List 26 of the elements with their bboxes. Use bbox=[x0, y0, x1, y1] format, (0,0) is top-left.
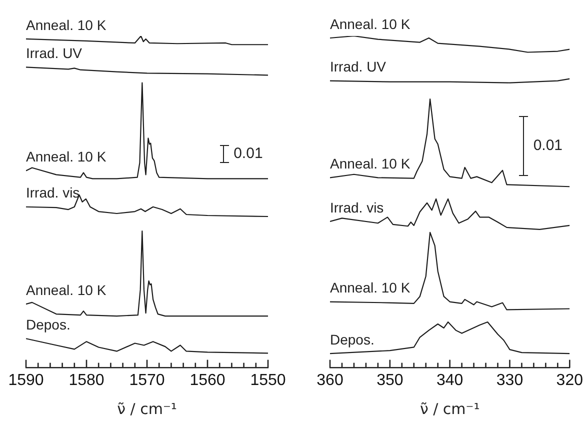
x-tick-label: 1580 bbox=[68, 372, 104, 389]
series-label: Irrad. vis bbox=[26, 184, 80, 201]
x-tick-label: 1570 bbox=[129, 372, 165, 389]
x-tick-label: 320 bbox=[556, 372, 584, 389]
x-tick-label: 1590 bbox=[8, 372, 44, 389]
annotation: 0.01 bbox=[533, 136, 563, 154]
series-label: Anneal. 10 K bbox=[330, 16, 411, 32]
x-tick-label: 1560 bbox=[190, 372, 226, 389]
series-label: Irrad. UV bbox=[330, 58, 387, 75]
x-tick-label: 1550 bbox=[250, 372, 286, 389]
series-label: Irrad. UV bbox=[26, 45, 83, 62]
x-tick-label: 340 bbox=[436, 372, 464, 389]
series-label: Irrad. vis bbox=[330, 199, 384, 216]
x-axis-title: ν̃ / cm⁻¹ bbox=[420, 400, 480, 418]
series-label: Depos. bbox=[330, 331, 374, 348]
series-label: Depos. bbox=[26, 316, 70, 332]
x-tick-label: 360 bbox=[316, 372, 344, 389]
series-label: Anneal. 10 K bbox=[26, 282, 107, 298]
x-tick-label: 350 bbox=[376, 372, 404, 389]
series-label: Anneal. 10 K bbox=[330, 280, 411, 296]
series-label: Anneal. 10 K bbox=[26, 148, 107, 165]
annotation: 0.01 bbox=[234, 145, 263, 162]
x-axis-title: ν̃ / cm⁻¹ bbox=[117, 400, 177, 418]
series-label: Anneal. 10 K bbox=[330, 156, 411, 172]
x-tick-label: 330 bbox=[496, 372, 524, 389]
series-label: Anneal. 10 K bbox=[26, 16, 107, 33]
